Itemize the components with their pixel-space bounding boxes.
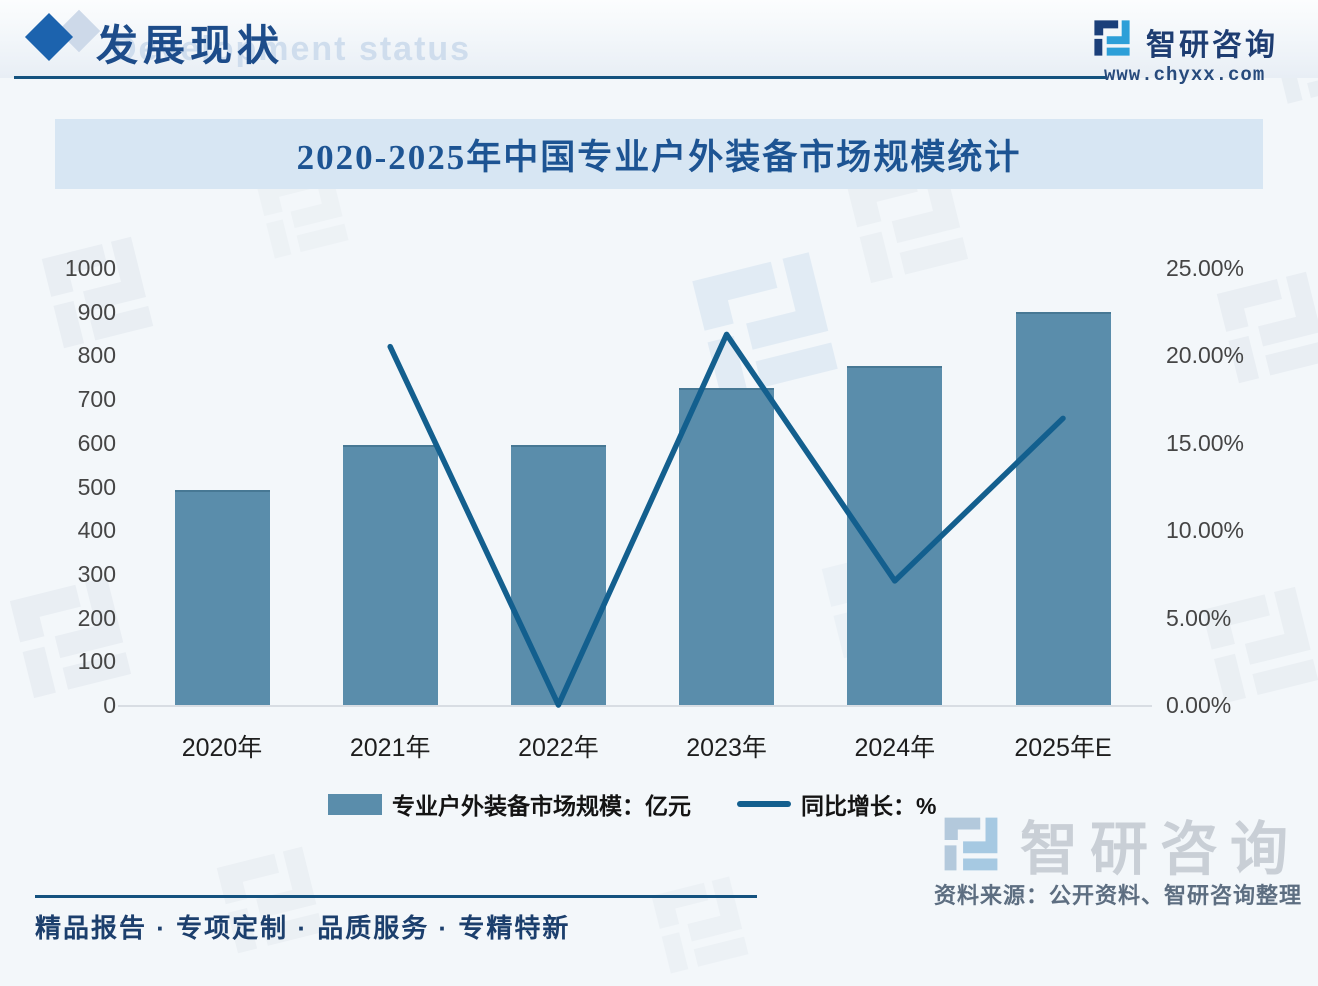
bar-2022年 xyxy=(510,445,606,705)
y-axis-right-tick: 10.00% xyxy=(1166,517,1245,544)
footer-divider xyxy=(35,895,757,898)
watermark-logo-icon xyxy=(944,817,998,871)
chart-region: 1000 900 800 700 600 500 400 300 200 100 0 25.00% 20… xyxy=(64,255,1245,762)
legend-item-line: 同比增长：% xyxy=(737,787,936,821)
legend-item-bar: 专业户外装备市场规模：亿元 xyxy=(328,787,691,821)
y-axis-left-tick: 500 xyxy=(77,473,116,500)
footer-slogan: 精品报告 · 专项定制 · 品质服务 · 专精特新 xyxy=(35,913,571,943)
y-axis-left-tick: 0 xyxy=(103,692,116,718)
bar-2021年 xyxy=(342,445,438,705)
bar-2025年E xyxy=(1015,311,1111,705)
brand-logo-icon xyxy=(1094,20,1130,56)
y-axis-left-tick: 200 xyxy=(77,604,116,631)
x-axis-label: 2022年 xyxy=(518,734,599,762)
bar-swatch-icon xyxy=(328,793,382,815)
bar-2023年 xyxy=(679,388,775,705)
x-axis-label: 2025年E xyxy=(1014,734,1112,762)
x-axis-label: 2020年 xyxy=(181,734,263,762)
y-axis-left-tick: 100 xyxy=(77,648,116,675)
header: Development status 发展现状 智研咨询 www.chyxx.c… xyxy=(0,0,1318,86)
line-swatch-icon xyxy=(737,801,791,807)
source-note: 资料来源：公开资料、智研咨询整理 xyxy=(933,883,1302,908)
watermark-brand-text: 智研咨询 xyxy=(1020,817,1301,882)
brand-name: 智研咨询 xyxy=(1146,29,1278,62)
legend-bar-label: 专业户外装备市场规模：亿元 xyxy=(392,793,691,819)
y-axis-right-tick: 0.00% xyxy=(1166,692,1232,718)
header-watermark-text: Development status xyxy=(112,30,472,68)
y-axis-left-tick: 600 xyxy=(77,429,116,456)
y-axis-right-tick: 5.00% xyxy=(1166,604,1232,631)
plot-area xyxy=(118,268,1152,708)
header-divider xyxy=(14,76,1106,79)
bar-2020年 xyxy=(174,489,270,705)
page-title: 发展现状 xyxy=(96,24,285,70)
y-axis-left-tick: 700 xyxy=(77,386,116,413)
x-axis-label: 2021年 xyxy=(349,734,431,762)
y-axis-right-tick: 20.00% xyxy=(1166,342,1245,369)
x-axis-label: 2024年 xyxy=(854,734,936,762)
y-axis-left-tick: 1000 xyxy=(64,255,116,281)
y-axis-left-tick: 300 xyxy=(77,560,116,587)
legend-line-label: 同比增长：% xyxy=(801,793,937,819)
y-axis-right-tick: 25.00% xyxy=(1166,255,1245,281)
y-axis-left-tick: 900 xyxy=(77,298,116,325)
brand-url: www.chyxx.com xyxy=(1104,64,1266,86)
y-axis-left-tick: 400 xyxy=(77,517,116,544)
legend: 专业户外装备市场规模：亿元 同比增长：% xyxy=(328,787,936,821)
chart-title: 2020-2025年中国专业户外装备市场规模统计 xyxy=(296,137,1022,177)
y-axis-right-tick: 15.00% xyxy=(1166,429,1245,456)
trend-line xyxy=(387,331,1066,708)
watermark-brand: 智研咨询 xyxy=(938,802,1300,886)
x-axis-label: 2023年 xyxy=(686,734,767,762)
chart-title-banner: 2020-2025年中国专业户外装备市场规模统计 xyxy=(55,119,1263,189)
x-axis-line xyxy=(118,705,1152,707)
y-axis-left-tick: 800 xyxy=(77,342,116,369)
